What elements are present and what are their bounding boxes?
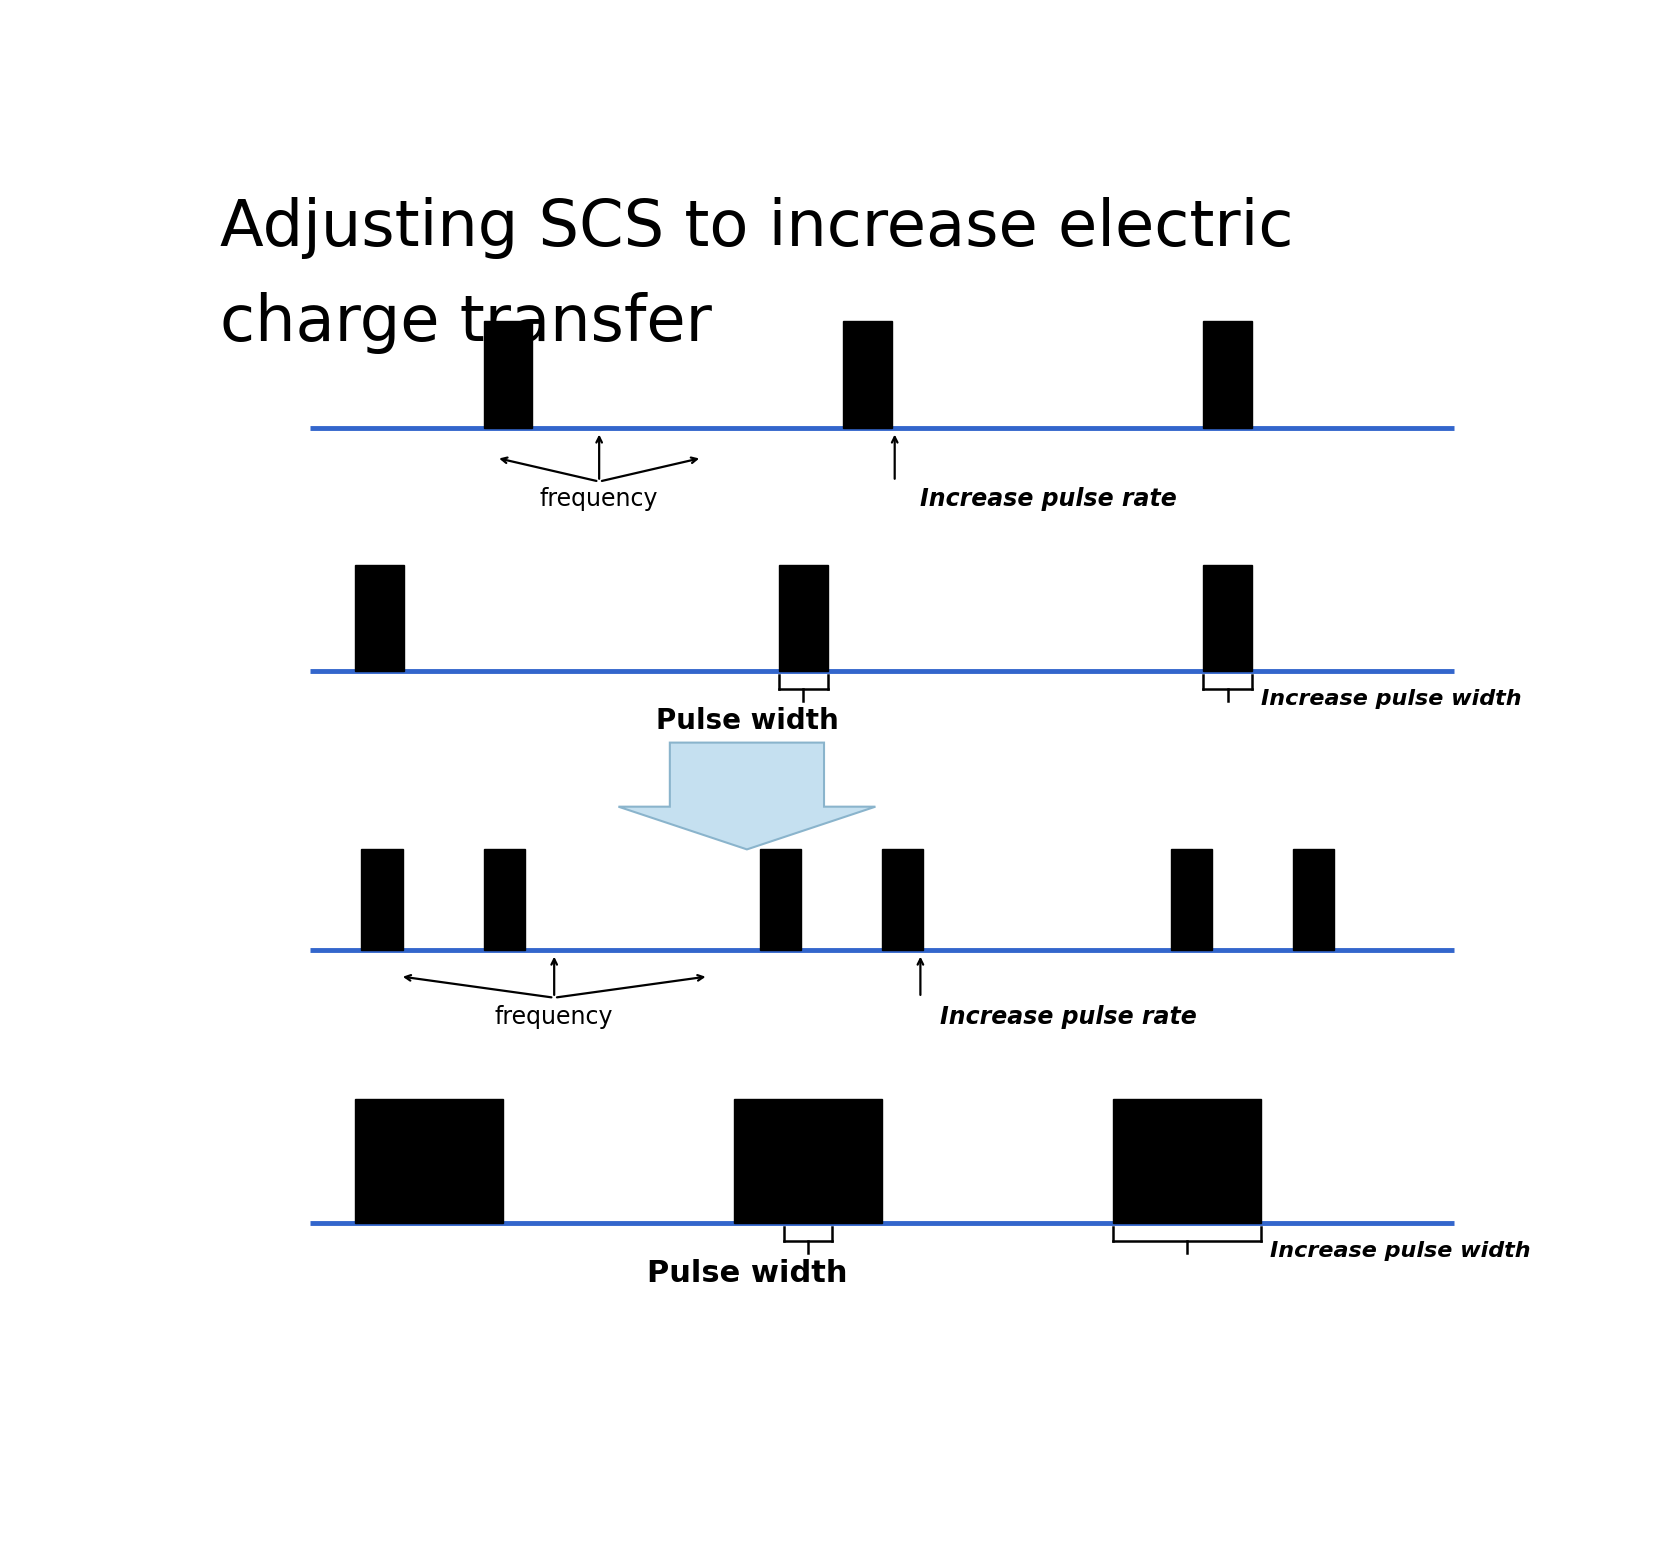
Text: Increase pulse rate: Increase pulse rate — [940, 1005, 1196, 1029]
Bar — [779, 564, 827, 672]
Bar — [355, 564, 404, 672]
Text: Pulse width: Pulse width — [646, 1259, 847, 1288]
Text: Adjusting SCS to increase electric: Adjusting SCS to increase electric — [220, 197, 1292, 259]
Polygon shape — [618, 743, 875, 849]
Text: frequency: frequency — [495, 1005, 613, 1029]
Bar — [759, 849, 800, 951]
Bar — [1170, 849, 1211, 951]
Text: Pulse width: Pulse width — [655, 707, 838, 735]
Bar — [1203, 322, 1251, 428]
Text: charge transfer: charge transfer — [220, 291, 711, 354]
Bar — [1292, 849, 1334, 951]
Bar — [355, 1099, 502, 1224]
Bar — [484, 322, 532, 428]
Bar — [484, 849, 524, 951]
Text: Increase pulse width: Increase pulse width — [1261, 689, 1521, 709]
Bar — [734, 1099, 882, 1224]
Bar — [843, 322, 891, 428]
Bar — [882, 849, 923, 951]
Text: Increase pulse rate: Increase pulse rate — [920, 487, 1176, 512]
Text: Increase pulse width: Increase pulse width — [1269, 1241, 1529, 1261]
Bar — [1112, 1099, 1261, 1224]
Bar — [1203, 564, 1251, 672]
Text: frequency: frequency — [540, 487, 658, 512]
Bar — [361, 849, 403, 951]
